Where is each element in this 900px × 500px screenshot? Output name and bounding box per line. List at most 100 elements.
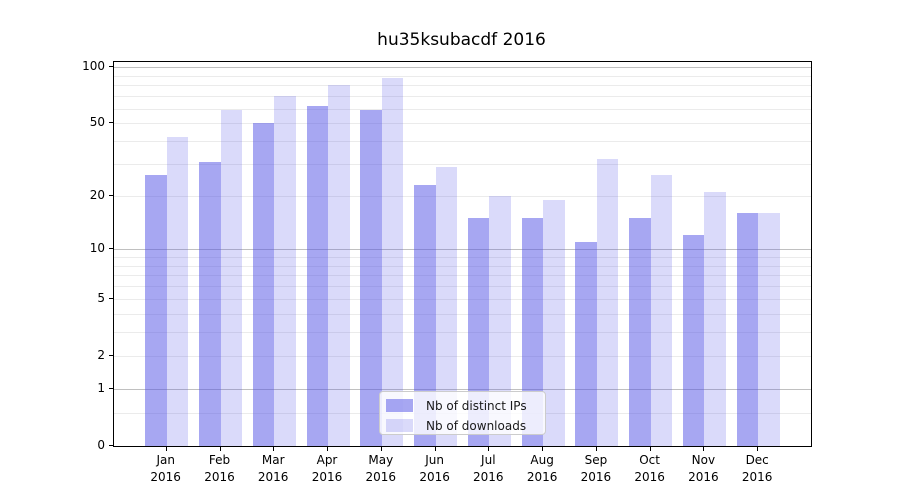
y-tick-mark-2 (109, 354, 114, 356)
gridline-minor-80 (114, 85, 811, 87)
bar-nb-of-distinct-ips-mar (252, 123, 275, 446)
legend-item-distinct-ips: Nb of distinct IPs (386, 398, 545, 413)
legend-label-downloads: Nb of downloads (426, 418, 527, 433)
x-tick-label-jan: Jan 2016 (134, 452, 198, 486)
x-tick-mark-nov (703, 446, 705, 451)
gridline-minor-70 (114, 96, 811, 97)
x-tick-month: Dec (745, 453, 769, 467)
bar-nb-of-downloads-jan (166, 137, 189, 446)
bar-nb-of-distinct-ips-jul (467, 218, 490, 446)
bar-nb-of-distinct-ips-sep (575, 242, 597, 446)
bar-nb-of-downloads-oct (650, 175, 673, 446)
x-tick-month: Mar (261, 453, 285, 467)
x-tick-label-feb: Feb 2016 (188, 452, 252, 486)
x-tick-mark-feb (219, 446, 221, 451)
y-tick-mark-20 (109, 195, 114, 196)
y-tick-label-5: 5 (97, 290, 105, 305)
chart-title: hu35ksubacdf 2016 (377, 30, 546, 50)
x-tick-year: 2016 (311, 470, 343, 484)
x-tick-year: 2016 (634, 470, 665, 484)
x-tick-year: 2016 (204, 470, 235, 484)
x-tick-month: Oct (639, 453, 660, 467)
y-tick-label-20: 20 (89, 188, 105, 202)
y-tick-mark-100 (109, 66, 114, 68)
y-tick-mark-5 (109, 297, 114, 299)
bar-nb-of-distinct-ips-aug (521, 218, 544, 446)
x-tick-mark-oct (649, 446, 651, 451)
bar-nb-of-downloads-jul (489, 196, 511, 446)
gridline-minor-40 (114, 141, 811, 143)
bar-nb-of-distinct-ips-nov (682, 235, 705, 446)
bar-nb-of-distinct-ips-may (360, 109, 382, 446)
x-tick-label-may: May 2016 (349, 452, 413, 486)
gridline-minor-3 (114, 332, 811, 334)
x-tick-label-dec: Dec 2016 (725, 452, 789, 486)
legend-label-distinct-ips: Nb of distinct IPs (426, 398, 527, 413)
y-tick-label-50: 50 (89, 115, 105, 130)
x-tick-mark-jun (434, 446, 436, 451)
x-tick-label-apr: Apr 2016 (295, 452, 359, 486)
x-tick-month: Feb (208, 453, 231, 467)
bar-nb-of-distinct-ips-feb (199, 161, 221, 446)
legend: Nb of distinct IPs Nb of downloads (379, 391, 546, 435)
x-tick-mark-may (380, 446, 382, 451)
x-tick-month: Jan (156, 453, 175, 467)
x-tick-label-oct: Oct 2016 (618, 452, 682, 486)
bar-nb-of-downloads-apr (328, 85, 350, 446)
x-tick-mark-jul (488, 446, 490, 451)
x-tick-year: 2016 (150, 470, 181, 484)
legend-item-downloads: Nb of downloads (386, 418, 545, 433)
y-tick-mark-1 (109, 388, 114, 390)
bar-nb-of-distinct-ips-jun (414, 185, 436, 446)
x-tick-mark-apr (327, 446, 328, 451)
bar-nb-of-downloads-feb (220, 109, 242, 446)
plot-area (113, 61, 812, 447)
gridline-minor-6 (114, 286, 811, 288)
bar-nb-of-distinct-ips-dec (736, 213, 759, 446)
x-tick-year: 2016 (688, 470, 719, 484)
bar-nb-of-downloads-nov (704, 192, 726, 446)
legend-swatch-downloads (386, 419, 413, 432)
x-tick-mark-aug (542, 446, 544, 451)
gridline-minor-5 (114, 298, 811, 300)
bar-nb-of-downloads-may (381, 78, 404, 446)
legend-swatch-distinct-ips (386, 399, 413, 412)
gridline-major-10 (114, 249, 811, 251)
x-tick-year: 2016 (473, 470, 504, 484)
x-tick-year: 2016 (526, 470, 558, 484)
x-tick-label-aug: Aug 2016 (510, 452, 574, 486)
gridline-minor-8 (114, 265, 811, 267)
bar-nb-of-downloads-aug (543, 200, 565, 446)
gridline-minor-30 (114, 164, 811, 166)
x-tick-year: 2016 (365, 470, 397, 484)
x-tick-year: 2016 (741, 470, 773, 484)
x-tick-label-jul: Jul 2016 (456, 452, 520, 486)
y-tick-label-100: 100 (82, 59, 105, 74)
x-tick-mark-sep (595, 446, 597, 451)
gridline-minor-2 (114, 355, 811, 357)
x-tick-month: Aug (530, 453, 554, 467)
y-tick-mark-50 (109, 122, 114, 124)
x-tick-year: 2016 (419, 470, 450, 484)
x-tick-month: May (368, 453, 394, 467)
gridline-minor-90 (114, 75, 811, 77)
y-tick-mark-10 (109, 248, 114, 250)
x-tick-label-jun: Jun 2016 (403, 452, 467, 486)
x-tick-year: 2016 (257, 470, 289, 484)
x-tick-month: Sep (584, 453, 608, 467)
bar-nb-of-downloads-dec (758, 213, 780, 446)
y-tick-label-0: 0 (97, 438, 105, 452)
gridline-minor-50 (114, 123, 811, 125)
gridline-minor-60 (114, 108, 811, 110)
x-tick-month: Jul (481, 453, 496, 467)
gridline-minor-9 (114, 257, 811, 258)
y-tick-label-2: 2 (97, 347, 105, 362)
y-tick-mark-0 (109, 445, 114, 446)
gridline-minor-4 (114, 313, 811, 315)
x-tick-label-sep: Sep 2016 (564, 452, 628, 486)
x-tick-mark-jan (165, 446, 167, 451)
y-tick-label-10: 10 (89, 241, 105, 256)
bar-nb-of-downloads-mar (274, 96, 296, 446)
gridline-minor-7 (114, 275, 811, 277)
